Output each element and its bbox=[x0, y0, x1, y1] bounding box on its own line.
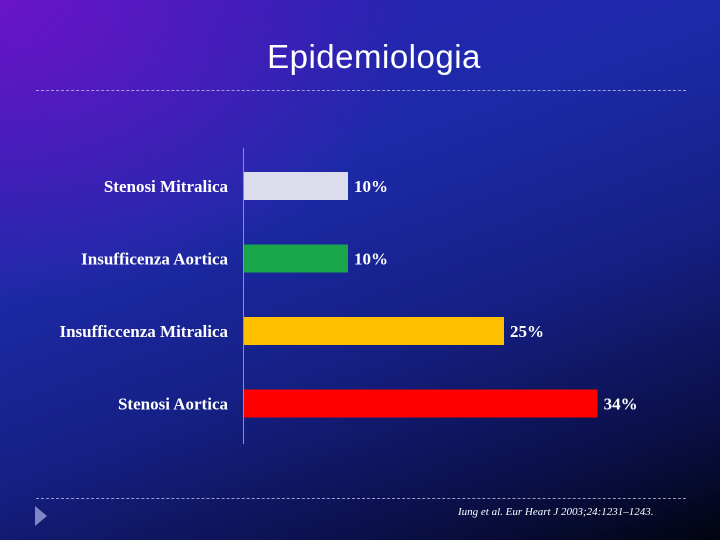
bar-insufficenza-aortica bbox=[244, 244, 348, 273]
value-label-insufficenza-aortica: 10% bbox=[354, 250, 388, 269]
citation: Iung et al. Eur Heart J 2003;24:1231–124… bbox=[458, 506, 654, 518]
category-label-stenosi-aortica: Stenosi Aortica bbox=[118, 395, 229, 414]
value-label-stenosi-mitralica: 10% bbox=[354, 177, 388, 196]
bar-insufficcenza-mitralica bbox=[244, 317, 504, 345]
slide-title: Epidemiologia bbox=[267, 38, 481, 75]
category-label-insufficcenza-mitralica: Insufficcenza Mitralica bbox=[59, 322, 228, 341]
value-label-stenosi-aortica: 34% bbox=[604, 395, 638, 414]
bar-stenosi-mitralica bbox=[244, 172, 348, 200]
triangle-right-icon[interactable] bbox=[35, 506, 47, 526]
category-label-insufficenza-aortica: Insufficenza Aortica bbox=[81, 250, 228, 269]
bottom-divider bbox=[36, 498, 686, 499]
value-label-insufficcenza-mitralica: 25% bbox=[510, 322, 544, 341]
category-label-stenosi-mitralica: Stenosi Mitralica bbox=[104, 177, 229, 196]
top-divider bbox=[36, 90, 686, 91]
bar-stenosi-aortica bbox=[244, 389, 598, 418]
bars-layer: Stenosi Mitralica 10% Insufficenza Aortica… bbox=[59, 172, 638, 418]
